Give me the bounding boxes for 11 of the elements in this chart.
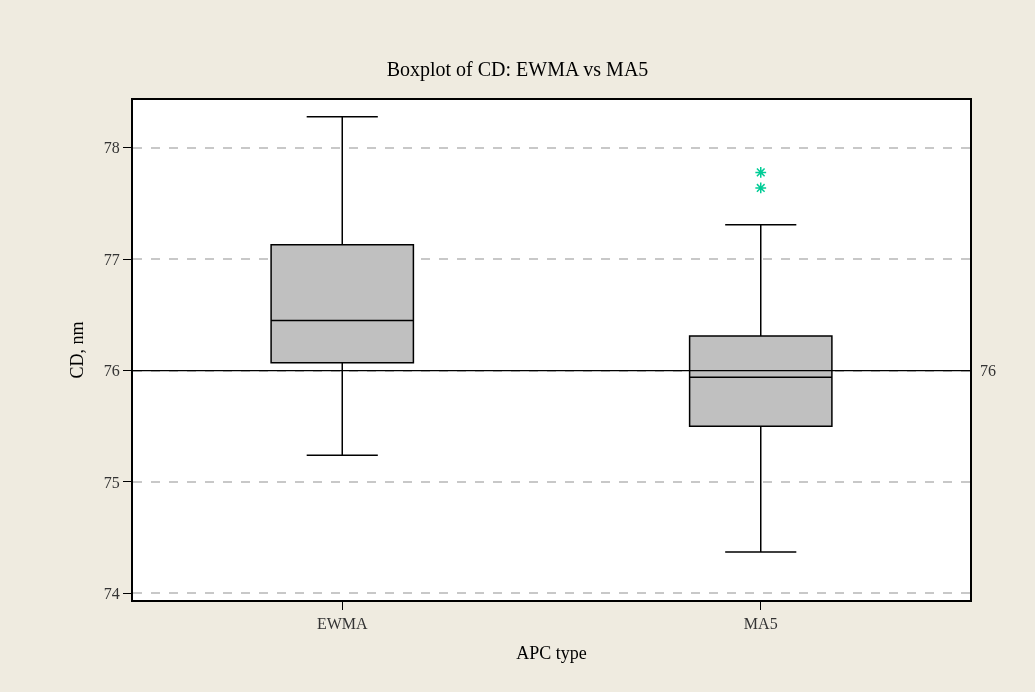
x-axis-title: APC type: [516, 642, 587, 663]
x-tick-label: MA5: [743, 615, 778, 633]
y-tick-label: 74: [103, 584, 120, 602]
ref-line-label: 76: [980, 362, 996, 379]
y-tick-label: 78: [103, 139, 120, 157]
chart-title: Boxplot of CD: EWMA vs MA5: [386, 58, 649, 82]
x-tick-label: EWMA: [316, 615, 369, 633]
y-tick-label: 77: [103, 250, 120, 268]
y-tick-label: 75: [103, 473, 120, 491]
y-axis-title: CD, nm: [67, 321, 88, 379]
y-tick-label: 76: [103, 362, 120, 380]
